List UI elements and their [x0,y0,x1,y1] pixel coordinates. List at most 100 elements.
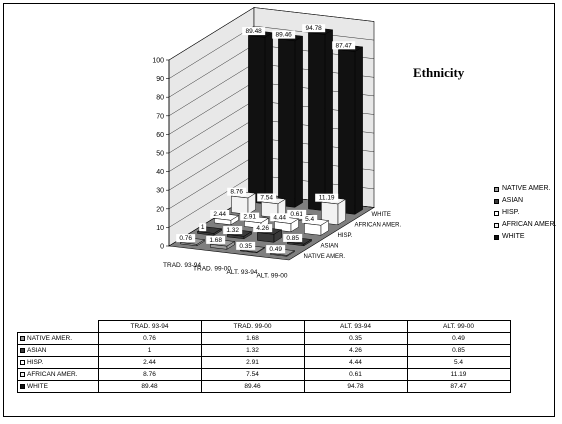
gridline [168,7,375,61]
y-tick-label: 40 [156,169,164,176]
data-label-bg [283,233,303,242]
z-tick-label: NATIVE AMER. [304,254,346,260]
table-row: NATIVE AMER. 0.76 1.68 0.35 0.49 [17,332,511,345]
data-label: 2.91 [243,214,256,221]
legend-swatch [494,198,499,204]
legend-item: ASIAN [494,195,556,207]
y-tick-label: 60 [156,132,164,139]
bar [210,244,228,250]
table-cell: 2.91 [200,356,305,369]
table-row: ASIAN 1 1.32 4.26 0.85 [17,344,511,357]
y-tick-label: 30 [156,188,164,195]
data-label-bg [287,209,307,218]
z-tick-label: WHITE [372,212,391,218]
x-tick-label: TRAD. 93-94 [163,262,201,269]
table-cell: 89.48 [97,380,202,393]
bar [248,35,266,205]
table-row-header: AFRICAN AMER. [17,368,99,381]
legend-label: WHITE [502,233,525,240]
table-cell: 0.35 [303,332,408,345]
y-tick-label: 70 [156,113,164,120]
table-column-header: TRAD. 93-94 [97,320,202,333]
table-cell: 2.44 [97,356,202,369]
legend-swatch [20,335,25,341]
data-label-bg [223,226,243,235]
table-column-header: ALT. 99-00 [406,320,511,333]
data-label: 0.76 [179,235,192,242]
x-tick-label: ALT. 99-00 [257,272,288,279]
table-cell: 1 [97,344,202,357]
legend-item: NATIVE AMER. [494,183,556,195]
data-label: 4.26 [256,225,269,232]
x-tick-label: ALT. 93-94 [227,269,258,276]
table-cell: 11.19 [406,368,511,381]
gridline [168,25,375,79]
bar-side [264,32,273,205]
z-tick-label: ASIAN [321,243,339,249]
data-label-bg [302,214,318,223]
bar [270,253,288,257]
legend-label: NATIVE AMER. [502,185,551,192]
z-tick-label: AFRICAN AMER. [355,222,402,228]
table-cell: 0.85 [406,344,511,357]
bar [231,195,249,215]
data-label: 5.4 [305,216,314,223]
table-row: HISP. 2.44 2.91 4.44 5.4 [17,356,511,369]
bar [257,232,275,243]
data-label: 89.46 [276,32,293,39]
y-tick-label: 0 [160,244,164,251]
table-column-header: TRAD. 99-00 [200,320,305,333]
chart-plot: 0 10 20 30 40 50 60 70 80 90 100 89.48 89.46 94.78 87.… [152,6,402,279]
data-label: 2.44 [213,211,226,218]
table-row-header: ASIAN [17,344,99,357]
data-label: 11.19 [319,195,335,202]
y-tick-label: 100 [152,58,164,65]
y-tick-label: 90 [156,76,164,83]
table-cell: 1.68 [200,332,305,345]
data-label: 0.49 [269,246,282,253]
legend-swatch [494,186,499,192]
z-tick-label: HISP. [338,233,353,239]
table-cell: 8.76 [97,368,202,381]
table-cell: 7.54 [200,368,305,381]
data-label-bg [257,193,277,202]
bar-side [294,35,303,208]
table-cell: 0.49 [406,332,511,345]
chart-frame: 0 10 20 30 40 50 60 70 80 90 100 89.48 89.46 94.78 87.… [3,3,556,417]
data-label-bg [272,30,296,39]
bar [321,201,339,226]
data-label: 8.76 [230,189,243,196]
bar-side [337,198,346,226]
data-label: 89.48 [246,28,263,35]
data-label: 4.44 [273,214,286,221]
table-cell: 87.47 [406,380,511,393]
chart-title: Ethnicity [413,65,465,80]
legend-swatch [20,371,25,377]
data-label-bg [240,212,260,221]
chart-legend: NATIVE AMER. ASIAN HISP. AFRICAN AMER. WHITE [494,183,556,243]
data-label-bg [242,27,266,36]
table-cell: 0.76 [97,332,202,345]
table-row-header: HISP. [17,356,99,369]
y-tick-label: 10 [156,225,164,232]
legend-swatch [20,359,25,365]
legend-label: ASIAN [502,197,524,204]
legend-item: HISP. [494,207,556,219]
table-cell: 4.44 [303,356,408,369]
data-label: 7.54 [260,194,273,201]
bar [304,223,322,236]
data-label: 87.47 [336,42,353,49]
bar [197,231,215,236]
table-cell: 5.4 [406,356,511,369]
table-row: AFRICAN AMER. 8.76 7.54 0.61 11.19 [17,368,511,381]
legend-swatch [494,210,499,216]
table-row-header: NATIVE AMER. [17,332,99,345]
table-cell: 0.61 [303,368,408,381]
legend-label: HISP. [502,209,520,216]
table-column-header: ALT. 93-94 [303,320,408,333]
data-label-bg [210,209,230,218]
data-label: 0.85 [286,235,299,242]
bar [287,242,305,247]
bar [278,38,296,208]
data-label-bg [253,224,273,233]
